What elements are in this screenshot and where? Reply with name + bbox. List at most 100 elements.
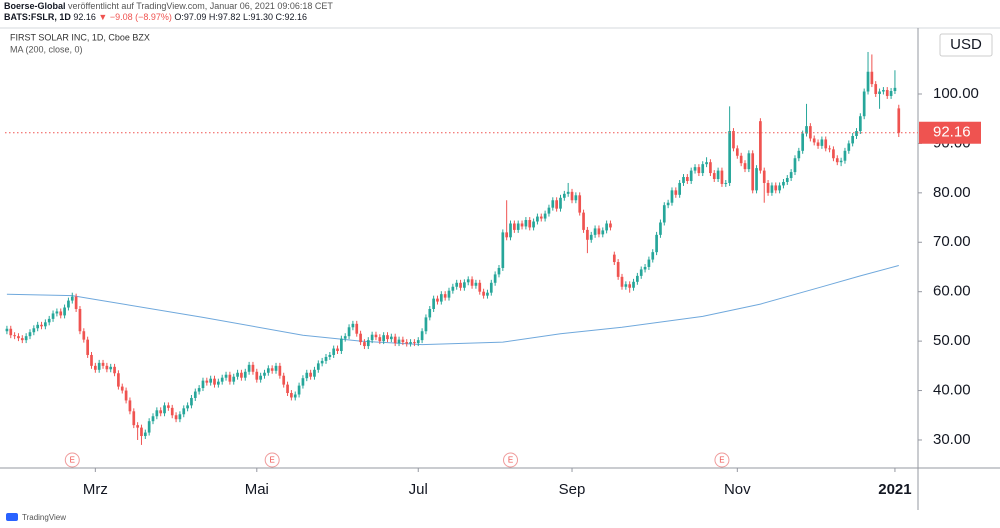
candle-body — [835, 158, 839, 163]
ohlc-h: H:97.82 — [209, 12, 241, 22]
candle-body — [132, 411, 136, 426]
candle-body — [605, 223, 608, 231]
x-tick-label: 2021 — [878, 481, 911, 498]
candle-body — [578, 195, 582, 213]
candle-body — [624, 284, 628, 287]
candle-body — [63, 307, 66, 316]
candle-body — [885, 90, 889, 96]
candle-body — [86, 339, 89, 355]
publisher: Boerse-Global — [4, 1, 66, 11]
candle-body — [247, 364, 251, 372]
candle-body — [862, 91, 866, 117]
candle-body — [824, 139, 828, 149]
candle-body — [309, 372, 312, 377]
candle-body — [74, 296, 78, 309]
y-tick-label: 50.00 — [933, 332, 971, 349]
earnings-marker — [714, 452, 730, 468]
candle-body — [416, 340, 420, 344]
candle-body — [528, 220, 532, 228]
candle-body — [282, 375, 286, 385]
earnings-label: E — [270, 456, 275, 465]
candle-body — [878, 91, 881, 94]
candle-body — [547, 207, 551, 214]
candle-body — [632, 281, 635, 288]
candle-body — [789, 172, 793, 179]
candle-body — [266, 368, 270, 373]
candle-body — [686, 177, 689, 181]
candle-body — [243, 371, 247, 378]
candle-body — [774, 185, 778, 191]
candle-body — [290, 393, 293, 398]
candle-body — [147, 421, 151, 433]
footer: TradingView — [22, 513, 66, 522]
candle-body — [582, 212, 585, 230]
candle-body — [505, 232, 509, 238]
candle-body — [489, 282, 493, 293]
candle-body — [543, 213, 547, 219]
candle-body — [851, 135, 854, 144]
candle-body — [401, 339, 405, 343]
candle-body — [363, 342, 366, 347]
candle-body — [678, 182, 682, 195]
last-price-box — [919, 121, 981, 144]
candle-body — [759, 121, 762, 171]
candle-body — [570, 191, 574, 201]
candle-body — [897, 108, 901, 133]
candle-body — [124, 390, 128, 401]
currency-box[interactable] — [939, 33, 993, 57]
candle-body — [551, 200, 555, 208]
currency[interactable]: USD — [950, 36, 982, 53]
candle-body — [240, 372, 243, 378]
header-line: Boerse-Global veröffentlicht auf Trading… — [4, 1, 333, 11]
candle-body — [389, 336, 393, 340]
candle-body — [136, 425, 139, 428]
candle-body — [20, 338, 24, 341]
earnings-marker — [503, 452, 519, 468]
candle-body — [474, 282, 478, 286]
candle-body — [305, 372, 309, 379]
candle-body — [324, 356, 328, 361]
candle-body — [182, 408, 186, 415]
candle-body — [459, 282, 462, 288]
candle-body — [128, 400, 132, 412]
candle-body — [13, 335, 16, 337]
candle-body — [847, 143, 851, 151]
candle-body — [405, 342, 409, 344]
candle-body — [670, 190, 674, 203]
candle-body — [232, 376, 236, 382]
candle-body — [770, 185, 774, 193]
candle-body — [293, 394, 297, 398]
earnings-label: E — [70, 456, 75, 465]
candle-body — [374, 334, 378, 338]
candle-body — [724, 182, 728, 184]
candle-body — [716, 170, 720, 179]
candle-body — [278, 365, 282, 376]
candle-body — [347, 327, 351, 337]
change: ▼ −9.08 (−8.97%) — [98, 12, 171, 22]
candle-body — [597, 228, 601, 235]
last-price-label: 92.16 — [933, 124, 971, 141]
candle-body — [882, 90, 885, 92]
candle-body — [732, 131, 735, 149]
candle-body — [220, 377, 224, 382]
candle-body — [113, 366, 116, 374]
candle-body — [70, 296, 74, 301]
candle-body — [701, 164, 705, 174]
candle-body — [812, 138, 816, 143]
candle-body — [755, 168, 758, 191]
candle-body — [174, 415, 178, 420]
candle-body — [532, 221, 535, 228]
candle-body — [355, 323, 359, 334]
ohlc-o: O:97.09 — [174, 12, 206, 22]
candle-body — [413, 342, 416, 344]
candle-body — [332, 348, 336, 355]
earnings-label: E — [508, 456, 513, 465]
y-tick-label: 60.00 — [933, 283, 971, 300]
candle-body — [143, 432, 147, 437]
ohlc-l: L:91.30 — [243, 12, 273, 22]
candle-body — [366, 340, 370, 347]
candle-body — [209, 378, 213, 383]
earnings-marker — [264, 452, 280, 468]
x-tick-label: Mai — [245, 481, 269, 498]
